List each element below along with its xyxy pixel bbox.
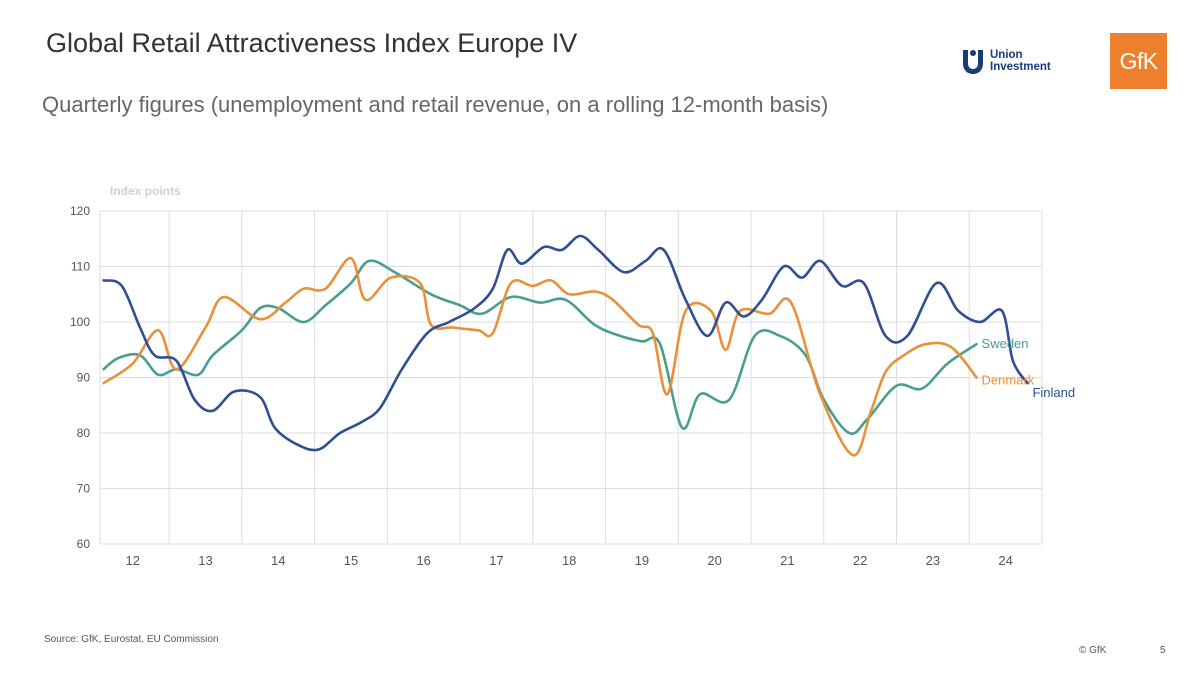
chart-title: Global Retail Attractiveness Index Europ… — [46, 28, 578, 58]
x-tick-label: 16 — [416, 553, 430, 568]
page-number: 5 — [1160, 645, 1166, 656]
grid-lines — [99, 210, 1043, 545]
x-tick-label: 22 — [853, 553, 867, 568]
union-investment-logo: Union Investment — [960, 44, 1070, 78]
x-tick-label: 13 — [198, 553, 212, 568]
x-tick-label: 21 — [780, 553, 794, 568]
series-line-finland — [102, 234, 1029, 452]
series-lines — [102, 234, 1029, 457]
x-tick-label: 14 — [271, 553, 285, 568]
x-tick-label: 19 — [635, 553, 649, 568]
union-investment-logo-line1: Union — [990, 49, 1023, 61]
x-tick-label: 23 — [926, 553, 940, 568]
x-tick-label: 18 — [562, 553, 576, 568]
source-note: Source: GfK, Eurostat, EU Commission — [44, 634, 219, 645]
y-tick-label: 80 — [77, 426, 91, 440]
x-tick-label: 17 — [489, 553, 503, 568]
line-chart: Index points 60 70 80 90 100 110 120 12 13 14 15 16… — [70, 184, 1076, 568]
y-tick-label: 100 — [70, 315, 90, 329]
y-tick-label: 70 — [77, 482, 91, 496]
union-investment-logo-line2: Investment — [990, 61, 1051, 73]
series-label-finland: Finland — [1032, 385, 1075, 400]
series-line-denmark — [102, 256, 978, 457]
x-tick-label: 12 — [125, 553, 139, 568]
x-tick-label: 24 — [998, 553, 1012, 568]
series-label-denmark: Denmark — [982, 373, 1035, 388]
y-tick-label: 120 — [70, 204, 90, 218]
y-axis-label: Index points — [110, 184, 181, 198]
chart-subtitle: Quarterly figures (unemployment and reta… — [42, 92, 829, 117]
y-tick-label: 110 — [71, 260, 90, 274]
axis-labels: 60 70 80 90 100 110 120 12 13 14 15 16 17 18 19 20 21 22 2… — [70, 204, 1013, 568]
x-tick-label: 15 — [344, 553, 358, 568]
copyright: © GfK — [1079, 645, 1107, 656]
y-tick-label: 60 — [77, 537, 91, 551]
union-investment-logo-mark — [963, 50, 983, 74]
y-tick-label: 90 — [77, 371, 91, 385]
x-tick-label: 20 — [707, 553, 721, 568]
series-label-sweden: Sweden — [982, 336, 1029, 351]
gfk-logo: GfK — [1110, 33, 1167, 89]
